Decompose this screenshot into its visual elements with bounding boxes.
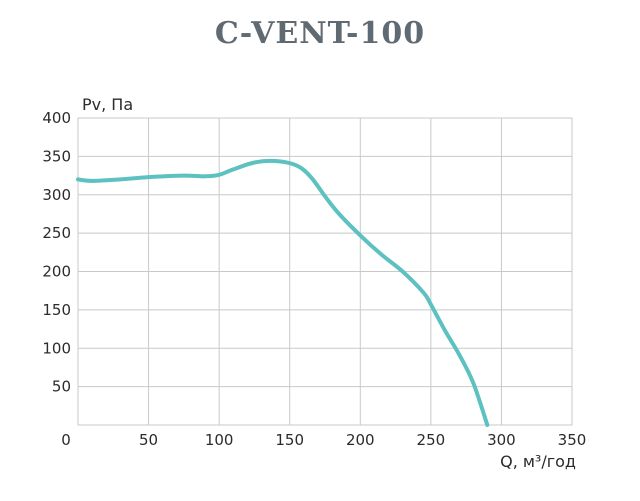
y-tick-label: 250 — [42, 224, 71, 242]
x-tick-label: 350 — [558, 431, 587, 449]
y-tick-label: 400 — [42, 109, 71, 127]
x-tick-label: 300 — [487, 431, 516, 449]
y-tick-label: 150 — [42, 301, 71, 319]
tick-labels: 0 50 100 150 200 250 300 350 50 100 150 200 250 300 35… — [42, 109, 586, 449]
chart-title: C-VENT-100 — [214, 16, 426, 51]
x-tick-label: 200 — [346, 431, 375, 449]
y-tick-label: 300 — [42, 186, 71, 204]
x-tick-label: 150 — [275, 431, 304, 449]
y-tick-label: 50 — [52, 378, 71, 396]
x-axis-label: Q, м³/год — [500, 452, 576, 471]
series-line — [76, 158, 490, 427]
x-tick-label: 100 — [205, 431, 234, 449]
y-tick-label: 350 — [42, 147, 71, 165]
y-tick-label: 200 — [42, 263, 71, 281]
grid — [77, 117, 573, 426]
x-tick-label: 250 — [417, 431, 446, 449]
y-axis-label: Pv, Па — [82, 95, 133, 114]
y-tick-label: 100 — [42, 339, 71, 357]
x-tick-label: 0 — [61, 431, 71, 449]
x-tick-label: 50 — [139, 431, 158, 449]
series-layer — [76, 158, 490, 427]
